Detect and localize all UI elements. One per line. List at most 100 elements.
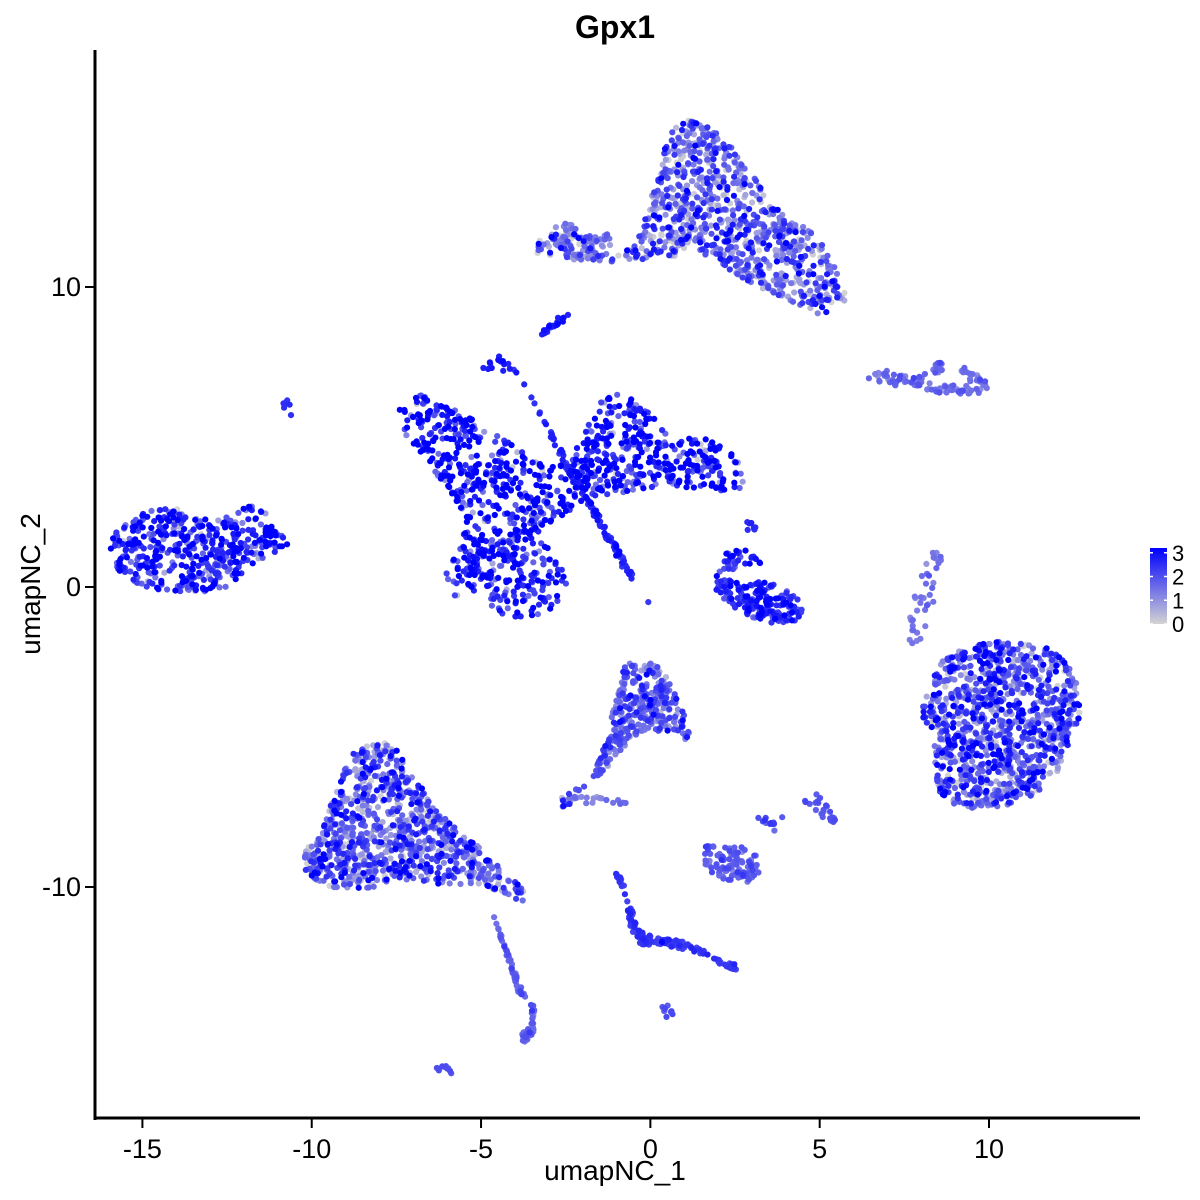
cell-point (726, 266, 733, 273)
cell-point (814, 287, 821, 294)
cell-point (660, 705, 667, 712)
cell-point (551, 442, 559, 449)
cell-point (772, 227, 779, 234)
cell-point (666, 252, 673, 259)
cell-point (280, 400, 287, 407)
cell-point (408, 801, 415, 808)
cell-point (664, 192, 671, 199)
cell-point (917, 599, 924, 607)
cell-point (529, 459, 536, 466)
cell-point (718, 856, 725, 864)
cell-point (696, 946, 703, 953)
cell-point (495, 926, 502, 933)
cell-point (676, 182, 683, 189)
cell-point (184, 583, 191, 591)
cell-point (453, 842, 460, 849)
cell-point (749, 249, 756, 256)
cell-point (990, 718, 997, 725)
cell-point (903, 378, 910, 385)
cell-point (190, 526, 197, 533)
cell-point (199, 550, 206, 557)
cell-point (1054, 764, 1061, 772)
cell-point (729, 207, 736, 214)
cell-point (601, 752, 608, 759)
cell-point (244, 544, 251, 551)
cell-point (749, 189, 756, 197)
cell-point (678, 126, 686, 134)
cell-point (991, 758, 998, 765)
cell-point (397, 853, 404, 860)
cell-point (790, 238, 798, 245)
cell-point (314, 847, 322, 854)
cell-point (545, 594, 552, 601)
cell-point (164, 586, 171, 593)
cell-point (419, 818, 426, 825)
cell-point (423, 853, 431, 860)
cell-point (961, 364, 968, 371)
cell-point (617, 741, 624, 748)
cell-point (606, 537, 613, 544)
cell-point (647, 251, 654, 258)
cell-point (359, 802, 366, 809)
cell-point (973, 680, 980, 687)
cell-point (1045, 683, 1052, 690)
cell-point (725, 565, 732, 572)
cell-point (1028, 743, 1035, 750)
cell-point (552, 559, 559, 566)
cell-point (578, 793, 585, 801)
cell-point (731, 484, 738, 491)
cell-point (1035, 676, 1042, 683)
cell-point (379, 867, 387, 874)
cell-point (713, 586, 720, 593)
chart-title: Gpx1 (575, 9, 655, 45)
cell-point (668, 137, 675, 144)
cell-point (814, 798, 821, 805)
cell-point (501, 592, 508, 599)
cell-point (957, 751, 964, 758)
cell-point (449, 838, 456, 845)
cell-point (219, 550, 226, 557)
cell-point (439, 411, 446, 418)
cell-point (516, 567, 523, 574)
cell-point (796, 277, 803, 285)
cell-point (617, 800, 624, 808)
cell-point (585, 421, 592, 428)
cell-point (486, 359, 493, 366)
cell-point (744, 262, 751, 269)
cell-point (327, 802, 334, 809)
cell-point (689, 168, 697, 175)
cell-point (467, 880, 474, 887)
cell-point (834, 294, 841, 301)
scatter-points (107, 117, 1083, 1077)
cell-point (998, 795, 1005, 802)
cell-point (676, 453, 683, 460)
cell-point (977, 376, 984, 383)
cell-point (161, 569, 168, 576)
cell-point (1023, 667, 1030, 674)
cell-point (702, 843, 710, 850)
cell-point (703, 151, 710, 158)
cell-point (731, 961, 738, 968)
cell-point (520, 545, 527, 552)
cell-point (481, 428, 488, 435)
cell-point (671, 691, 678, 698)
cell-point (721, 206, 728, 213)
cell-point (396, 842, 403, 849)
cell-point (607, 744, 614, 751)
cell-point (565, 790, 573, 798)
cell-point (834, 283, 841, 290)
cell-point (929, 549, 937, 556)
cell-point (573, 452, 580, 459)
cell-point (383, 742, 390, 749)
cell-point (943, 677, 950, 684)
cell-point (610, 799, 617, 806)
cell-point (678, 155, 685, 163)
cell-point (671, 719, 678, 726)
cell-point (752, 177, 760, 184)
cell-point (121, 524, 128, 531)
cell-point (960, 683, 968, 691)
cell-point (954, 791, 961, 798)
cell-point (615, 252, 622, 259)
cell-point (604, 491, 611, 498)
cell-point (614, 391, 621, 398)
